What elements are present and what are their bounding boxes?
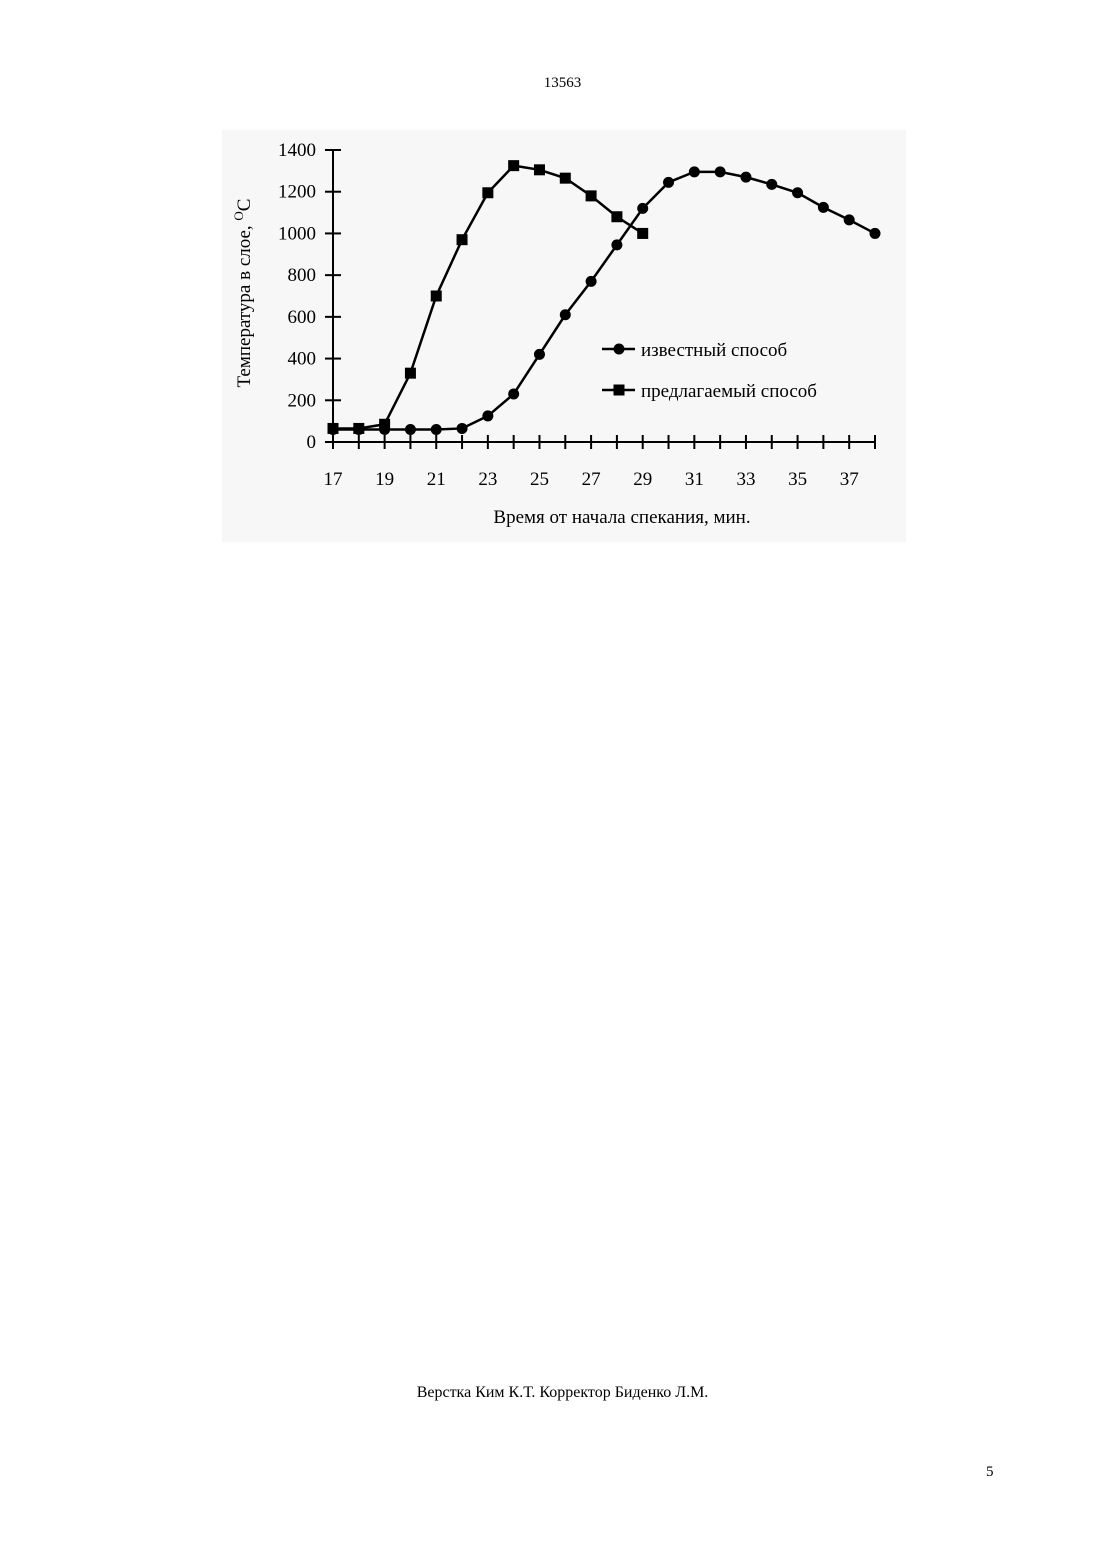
- series-line: [333, 166, 643, 429]
- x-tick-label: 35: [788, 469, 807, 490]
- x-tick-label: 33: [736, 469, 755, 490]
- data-point-square: [457, 234, 468, 245]
- data-point-circle: [663, 177, 674, 188]
- y-tick-label: 600: [288, 307, 317, 328]
- legend-marker-circle: [614, 344, 625, 355]
- y-tick-label: 400: [288, 349, 317, 370]
- data-point-circle: [405, 424, 416, 435]
- data-point-square: [482, 187, 493, 198]
- x-tick-label: 29: [633, 469, 652, 490]
- data-point-circle: [766, 179, 777, 190]
- data-point-square: [379, 419, 390, 430]
- data-point-circle: [740, 172, 751, 183]
- series-2: [328, 160, 649, 434]
- data-point-square: [611, 211, 622, 222]
- y-tick-label: 200: [288, 390, 317, 411]
- data-point-circle: [560, 309, 571, 320]
- data-point-square: [353, 423, 364, 434]
- y-tick-label: 1400: [278, 140, 316, 161]
- data-point-circle: [637, 203, 648, 214]
- y-axis-label: Температура в слое, OC: [231, 199, 255, 388]
- y-tick-label: 1200: [278, 182, 316, 203]
- data-point-circle: [792, 187, 803, 198]
- data-point-circle: [611, 239, 622, 250]
- data-point-circle: [457, 423, 468, 434]
- temperature-chart: 0 200 400 600 800 1000 1200 1400 17 19 21 23 25 27 29 3…: [222, 130, 906, 542]
- data-point-circle: [715, 166, 726, 177]
- data-point-circle: [508, 389, 519, 400]
- data-point-square: [534, 164, 545, 175]
- legend-item-2: предлагаемый способ: [602, 381, 817, 402]
- x-tick-label: 31: [685, 469, 704, 490]
- page-header-number: 13563: [0, 75, 1100, 92]
- legend-label: известный способ: [641, 340, 787, 361]
- data-point-circle: [844, 214, 855, 225]
- data-point-square: [405, 368, 416, 379]
- data-point-circle: [689, 166, 700, 177]
- y-axis-label-unit-sup: O: [231, 211, 246, 220]
- x-tick-label: 37: [840, 469, 859, 490]
- data-point-square: [328, 423, 339, 434]
- y-axis-label-unit: C: [234, 199, 255, 212]
- data-point-square: [586, 190, 597, 201]
- data-point-circle: [482, 410, 493, 421]
- x-tick-label: 25: [530, 469, 549, 490]
- x-tick-label: 17: [324, 469, 343, 490]
- footer-credits: Верстка Ким К.Т. Корректор Биденко Л.М.: [0, 1384, 1100, 1402]
- legend-item-1: известный способ: [602, 340, 787, 361]
- data-point-circle: [818, 202, 829, 213]
- chart-legend: известный способ предлагаемый способ: [602, 340, 817, 402]
- data-point-circle: [431, 424, 442, 435]
- legend-marker-square: [614, 385, 625, 396]
- data-point-square: [431, 291, 442, 302]
- x-axis-label: Время от начала спекания, мин.: [493, 507, 750, 528]
- y-tick-label: 800: [288, 265, 317, 286]
- data-point-square: [508, 160, 519, 171]
- x-tick-label: 21: [427, 469, 446, 490]
- data-point-square: [637, 228, 648, 239]
- legend-label: предлагаемый способ: [641, 381, 817, 402]
- data-point-circle: [870, 228, 881, 239]
- data-point-circle: [586, 276, 597, 287]
- x-tick-label: 23: [478, 469, 497, 490]
- y-axis-label-text: Температура в слое,: [234, 221, 255, 388]
- data-point-circle: [534, 349, 545, 360]
- y-tick-label: 0: [307, 432, 317, 453]
- chart-svg: 0 200 400 600 800 1000 1200 1400 17 19 21 23 25 27 29 3…: [222, 130, 906, 542]
- data-point-square: [560, 173, 571, 184]
- x-tick-label: 27: [582, 469, 601, 490]
- page-number: 5: [986, 1464, 994, 1481]
- chart-axes: 0 200 400 600 800 1000 1200 1400 17 19 21 23 25 27 29 3…: [278, 140, 875, 490]
- x-tick-label: 19: [375, 469, 394, 490]
- y-tick-label: 1000: [278, 223, 316, 244]
